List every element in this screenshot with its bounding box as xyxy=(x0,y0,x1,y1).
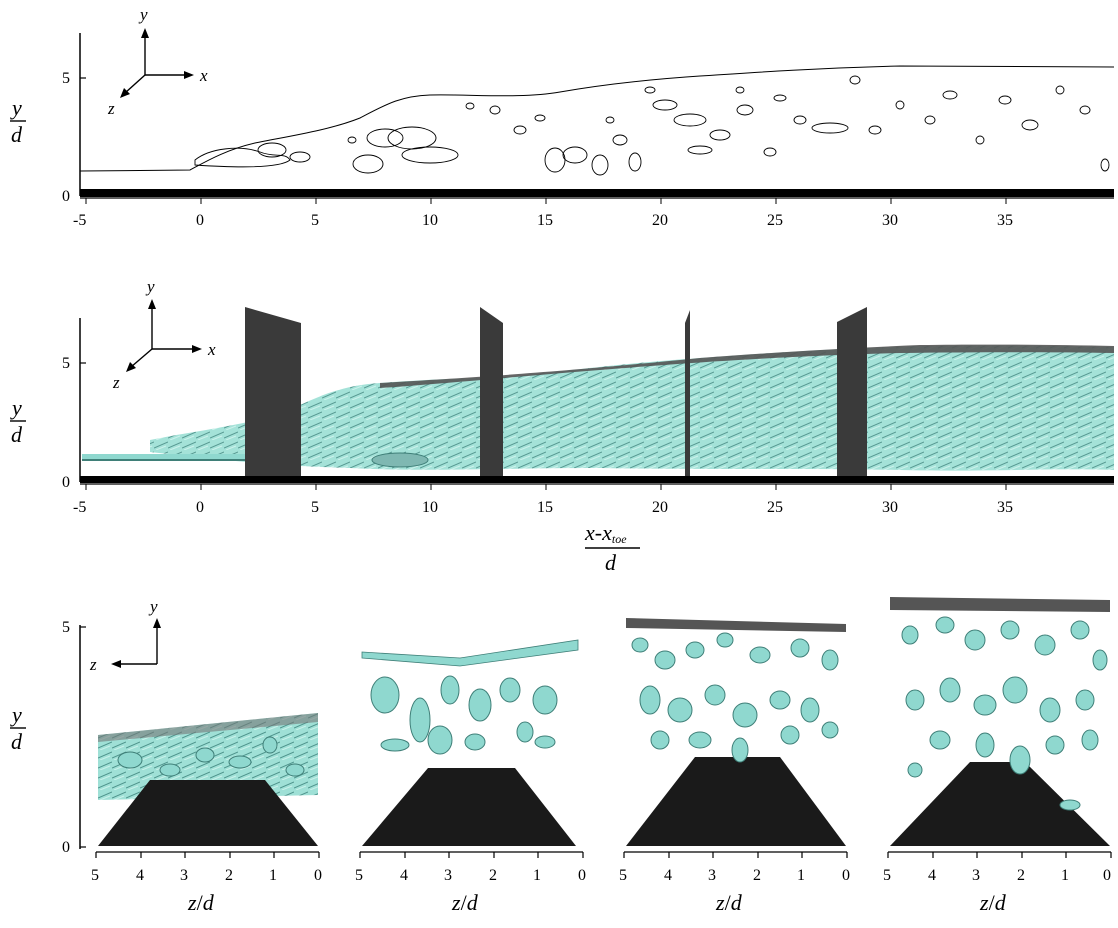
panel-b-roller-tube xyxy=(371,452,429,468)
panel-b-xlabel-num: x-xtoe xyxy=(584,520,627,546)
panel-a-bed xyxy=(80,189,1114,197)
s1-ztick-4: 4 xyxy=(136,867,144,884)
section-1-bed-shadow xyxy=(98,780,318,846)
s4-xlabel: z/d xyxy=(979,890,1007,915)
section-2 xyxy=(361,639,579,846)
s3-xlabel: z/d xyxy=(715,890,743,915)
s3-ztick-0: 0 xyxy=(842,867,850,884)
panel-b-xlabel-den: d xyxy=(605,550,617,575)
panel-a-ylabel-num: y xyxy=(10,95,22,120)
s4-ztick-2: 2 xyxy=(1017,867,1025,884)
s1-ztick-5: 5 xyxy=(91,867,99,884)
panel-c-ytick-5: 5 xyxy=(62,619,70,636)
panel-b-xtick-35: 35 xyxy=(997,499,1013,516)
section-3-bed-shadow xyxy=(626,757,846,846)
panel-b-ylabel-num: y xyxy=(10,395,22,420)
panel-a-contour: 5 0 y d -5 0 5 10 15 20 25 30 35 xyxy=(10,5,1115,229)
panel-a-ytick-0: 0 xyxy=(62,188,70,205)
panel-a-ylabel-den: d xyxy=(11,122,23,147)
panel-c-triad-y: y xyxy=(148,597,158,616)
s1-xlabel: z/d xyxy=(187,890,215,915)
panel-b-xticks xyxy=(85,484,1007,490)
s2-ztick-5: 5 xyxy=(355,867,363,884)
panel-a-xtick-20: 20 xyxy=(652,212,668,229)
section-3 xyxy=(626,618,846,846)
panel-b-axis-triad xyxy=(126,299,202,372)
panel-b-xtick-20: 20 xyxy=(652,499,668,516)
panel-a-xtick-30: 30 xyxy=(882,212,898,229)
s2-ztick-3: 3 xyxy=(444,867,452,884)
panel-b-xtick-30: 30 xyxy=(882,499,898,516)
panel-a-xtick-25: 25 xyxy=(767,212,783,229)
panel-a-xtick-10: 10 xyxy=(422,212,438,229)
panel-b-triad-x: x xyxy=(207,340,216,359)
s4-ztick-4: 4 xyxy=(928,867,936,884)
panel-a-xtick-35: 35 xyxy=(997,212,1013,229)
panel-c-cross-sections: 5 0 y d y z xyxy=(10,597,1112,915)
panel-a-xtick-15: 15 xyxy=(537,212,553,229)
section-axes xyxy=(95,851,1112,858)
panel-a-axis-triad xyxy=(120,28,194,98)
s2-ztick-2: 2 xyxy=(489,867,497,884)
s2-ztick-0: 0 xyxy=(578,867,586,884)
panel-b-ytick-0: 0 xyxy=(62,474,70,491)
panel-a-xtick-5: 5 xyxy=(311,212,319,229)
panel-b-xtick-5: 5 xyxy=(311,499,319,516)
panel-a-triad-y: y xyxy=(138,5,148,24)
panel-b-ylabel-den: d xyxy=(11,422,23,447)
s1-ztick-1: 1 xyxy=(269,867,277,884)
panel-a-triad-x: x xyxy=(199,66,208,85)
s1-ztick-3: 3 xyxy=(180,867,188,884)
panel-a-triad-z: z xyxy=(107,99,115,118)
panel-a-ytick-5: 5 xyxy=(62,70,70,87)
panel-b-xtick-25: 25 xyxy=(767,499,783,516)
panel-c-ylabel-den: d xyxy=(11,729,23,754)
panel-a-xtick-m5: -5 xyxy=(73,212,86,229)
panel-b-xtick-15: 15 xyxy=(537,499,553,516)
section-1 xyxy=(98,713,318,846)
section-2-bed-shadow xyxy=(362,768,576,846)
panel-b-xtick-10: 10 xyxy=(422,499,438,516)
panel-b-triad-y: y xyxy=(145,277,155,296)
s4-ztick-3: 3 xyxy=(972,867,980,884)
s1-ztick-2: 2 xyxy=(225,867,233,884)
panel-b-foam-region xyxy=(150,345,1114,471)
panel-b-plane-4 xyxy=(837,307,867,482)
s4-ztick-1: 1 xyxy=(1061,867,1069,884)
s2-ztick-4: 4 xyxy=(400,867,408,884)
s3-ztick-1: 1 xyxy=(797,867,805,884)
s4-ztick-0: 0 xyxy=(1103,867,1111,884)
panel-b-xtick-0: 0 xyxy=(196,499,204,516)
s3-ztick-5: 5 xyxy=(619,867,627,884)
panel-a-xtick-0: 0 xyxy=(196,212,204,229)
panel-c-triad-z: z xyxy=(89,655,97,674)
s3-ztick-4: 4 xyxy=(664,867,672,884)
panel-b-ytick-5: 5 xyxy=(62,355,70,372)
s2-ztick-1: 1 xyxy=(533,867,541,884)
panel-a-free-surface xyxy=(79,65,1115,172)
section-4-bed-shadow xyxy=(890,762,1110,846)
panel-b-isosurface: 5 0 y d -5 0 xyxy=(10,277,1114,575)
panel-b-plane-2 xyxy=(480,307,503,482)
panel-c-axis-triad xyxy=(111,618,161,668)
s4-ztick-5: 5 xyxy=(883,867,891,884)
s2-xlabel: z/d xyxy=(451,890,479,915)
section-4 xyxy=(890,597,1110,846)
panel-b-plane-1 xyxy=(245,307,301,482)
panel-b-bed xyxy=(80,476,1114,483)
panel-b-inflow-layer xyxy=(82,454,262,460)
s3-ztick-3: 3 xyxy=(708,867,716,884)
panel-a-bubbles xyxy=(194,75,1110,176)
panel-c-ytick-0: 0 xyxy=(62,839,70,856)
panel-b-triad-z: z xyxy=(112,373,120,392)
s1-ztick-0: 0 xyxy=(314,867,322,884)
s3-ztick-2: 2 xyxy=(753,867,761,884)
panel-b-xtick-m5: -5 xyxy=(73,499,86,516)
panel-c-ylabel-num: y xyxy=(10,702,22,727)
panel-a-xticks xyxy=(85,198,1007,204)
panel-b-plane-3 xyxy=(685,310,690,482)
